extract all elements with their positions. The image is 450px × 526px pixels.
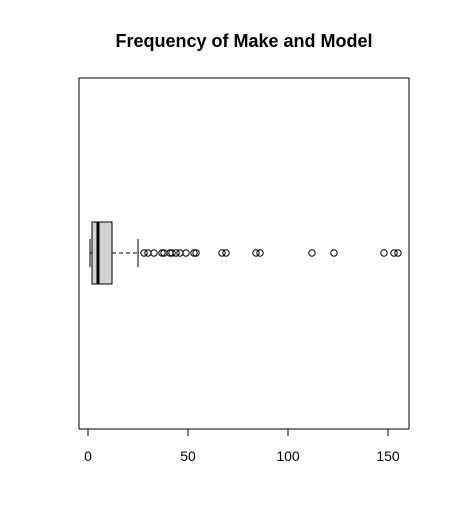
x-tick-label: 150 — [376, 448, 400, 464]
chart-title: Frequency of Make and Model — [115, 31, 372, 51]
outlier-point — [192, 249, 200, 257]
outlier-point — [158, 249, 166, 257]
boxplot — [89, 221, 139, 285]
outlier-point — [308, 249, 316, 257]
outlier-point — [150, 249, 158, 257]
outlier-point — [172, 249, 180, 257]
outlier-point — [182, 249, 190, 257]
x-tick-label: 100 — [276, 448, 300, 464]
outlier-point — [176, 249, 184, 257]
x-tick-label: 0 — [84, 448, 92, 464]
outlier-point — [168, 249, 176, 257]
outlier-point — [380, 249, 388, 257]
outlier-point — [190, 249, 198, 257]
outliers — [140, 249, 402, 257]
iqr-box — [91, 221, 113, 285]
outlier-point — [256, 249, 264, 257]
outlier-point — [222, 249, 230, 257]
outlier-point — [218, 249, 226, 257]
outlier-point — [144, 249, 152, 257]
outlier-point — [330, 249, 338, 257]
outlier-point — [252, 249, 260, 257]
outlier-point — [394, 249, 402, 257]
x-tick-label: 50 — [180, 448, 196, 464]
outlier-point — [140, 249, 148, 257]
x-axis: 0 50 100 150 — [84, 428, 400, 464]
outlier-point — [390, 249, 398, 257]
